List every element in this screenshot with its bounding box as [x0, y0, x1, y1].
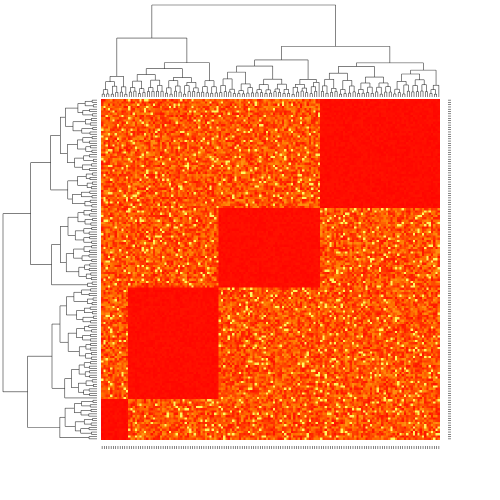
- column-dendrogram: [101, 4, 440, 97]
- row-dendrogram: [2, 99, 97, 440]
- column-tick-marks: [101, 446, 440, 449]
- row-tick-marks: [448, 99, 451, 440]
- heatmap-matrix: [101, 99, 440, 440]
